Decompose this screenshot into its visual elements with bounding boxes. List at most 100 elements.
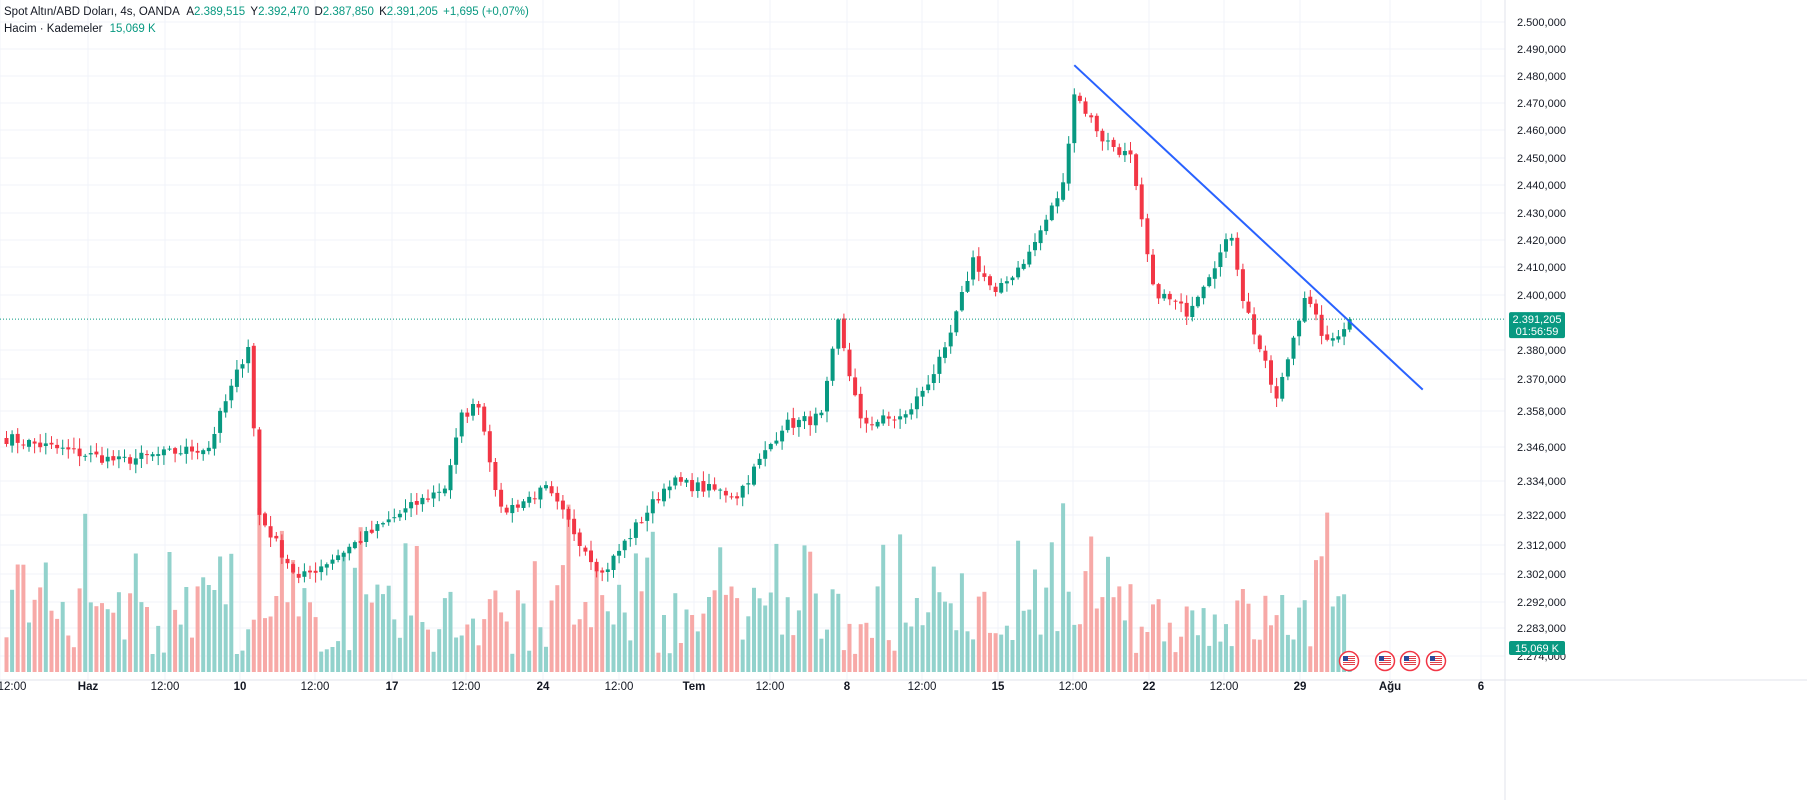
volume-bar: [83, 513, 88, 672]
volume-bar: [712, 590, 717, 672]
price-tick-label: 2.420,000: [1517, 235, 1566, 247]
candle-body: [1049, 205, 1054, 221]
volume-bar: [1111, 597, 1116, 672]
volume-bar: [909, 626, 914, 672]
us-flag-icon[interactable]: [1374, 650, 1396, 672]
price-axis[interactable]: 2.500,000 2.490,000 2.480,000 2.470,000 2.46…: [1504, 0, 1566, 800]
volume-layer: [4, 503, 1352, 672]
candle-body: [83, 455, 88, 457]
candle-body: [1066, 143, 1071, 184]
volume-bar: [482, 619, 487, 672]
price-tick-label: 2.380,000: [1517, 345, 1566, 357]
volume-bar: [71, 647, 76, 672]
volume-bar: [10, 589, 15, 672]
volume-bar: [544, 646, 548, 672]
volume-bar: [414, 546, 419, 672]
volume-bar: [999, 634, 1004, 672]
us-flag-icon[interactable]: [1399, 650, 1421, 672]
volume-bar: [263, 618, 267, 672]
volume-bar: [532, 561, 537, 672]
candle-body: [437, 491, 442, 493]
time-tick-label: 12:00: [452, 681, 481, 693]
candle-body: [1004, 281, 1009, 284]
legend-volume-row: Hacim · Kademeler 15,069 K: [4, 21, 529, 38]
volume-bar: [60, 601, 65, 672]
candle-body: [431, 492, 436, 499]
volume-bar: [302, 588, 307, 672]
candle-body: [712, 484, 717, 490]
volume-bar: [352, 567, 357, 672]
candle-body: [600, 570, 605, 573]
volume-bar: [139, 602, 144, 672]
volume-bar: [926, 612, 931, 672]
volume-bar: [274, 596, 279, 672]
volume-bar: [943, 601, 947, 672]
candle-body: [1314, 303, 1318, 315]
volume-bar: [1151, 604, 1155, 672]
candle-body: [341, 552, 346, 557]
candle-body: [1139, 184, 1144, 220]
candle-body: [870, 424, 874, 426]
volume-bar: [1134, 652, 1139, 672]
candle-body: [156, 454, 161, 456]
candle-body: [701, 481, 706, 492]
price-tick-label: 2.480,000: [1517, 71, 1566, 83]
candle-body: [898, 416, 903, 420]
candle-body: [858, 393, 863, 419]
candle-body: [1330, 338, 1335, 341]
volume-bar: [560, 565, 565, 672]
volume-bar: [206, 585, 211, 672]
volume-bar: [190, 637, 194, 672]
volume-bar: [813, 593, 818, 672]
candle-body: [830, 348, 835, 381]
volume-bar: [1038, 634, 1043, 672]
candle-body: [122, 456, 127, 458]
candle-body: [1285, 359, 1290, 377]
candle-body: [560, 500, 565, 510]
candle-body: [454, 437, 459, 465]
us-flag-icon[interactable]: [1425, 650, 1447, 672]
volume-bar: [841, 650, 846, 672]
volume-bar: [1342, 594, 1347, 672]
volume-bar: [1173, 652, 1178, 672]
volume-bar: [1235, 600, 1240, 672]
time-axis[interactable]: 12:00 Haz 12:00 10 12:00 17 12:00 24 12:00 Tem 12:…: [0, 679, 1807, 693]
candle-body: [465, 412, 470, 417]
price-tick-label: 2.450,000: [1517, 153, 1566, 165]
volume-bar: [555, 585, 560, 672]
volume-bar: [111, 612, 116, 672]
us-flag-icon[interactable]: [1338, 650, 1360, 672]
candle-body: [791, 418, 796, 428]
candle-body: [1212, 268, 1217, 279]
candle-body: [201, 450, 206, 455]
candle-body: [223, 401, 228, 413]
volume-bar: [785, 597, 790, 672]
candle-body: [352, 542, 357, 549]
volume-bar: [931, 566, 936, 672]
volume-bar: [150, 654, 155, 672]
candle-body: [296, 573, 301, 578]
candle-body: [1145, 218, 1150, 255]
volume-indicator-title[interactable]: Hacim · Kademeler: [4, 23, 103, 35]
candle-body: [1257, 335, 1262, 350]
symbol-title[interactable]: Spot Altın/ABD Doları, 4s, OANDA: [4, 6, 180, 18]
volume-bar: [122, 639, 127, 672]
volume-bar: [1066, 591, 1071, 672]
candle-body: [954, 311, 959, 333]
volume-bar: [493, 590, 498, 672]
volume-bar: [954, 630, 959, 672]
events-layer[interactable]: [1338, 650, 1447, 672]
volume-bar: [611, 624, 616, 672]
candle-body: [1033, 242, 1037, 251]
volume-bar: [313, 617, 318, 672]
volume-indicator-value: 15,069 K: [109, 23, 156, 35]
time-tick-label: 22: [1143, 681, 1156, 693]
time-tick-label: 12:00: [908, 681, 937, 693]
candle-body: [566, 508, 571, 520]
volume-bar: [965, 631, 970, 672]
volume-bar: [875, 586, 880, 672]
volume-bar: [1229, 646, 1234, 672]
volume-bar: [1269, 625, 1273, 672]
candle-body: [60, 447, 65, 449]
